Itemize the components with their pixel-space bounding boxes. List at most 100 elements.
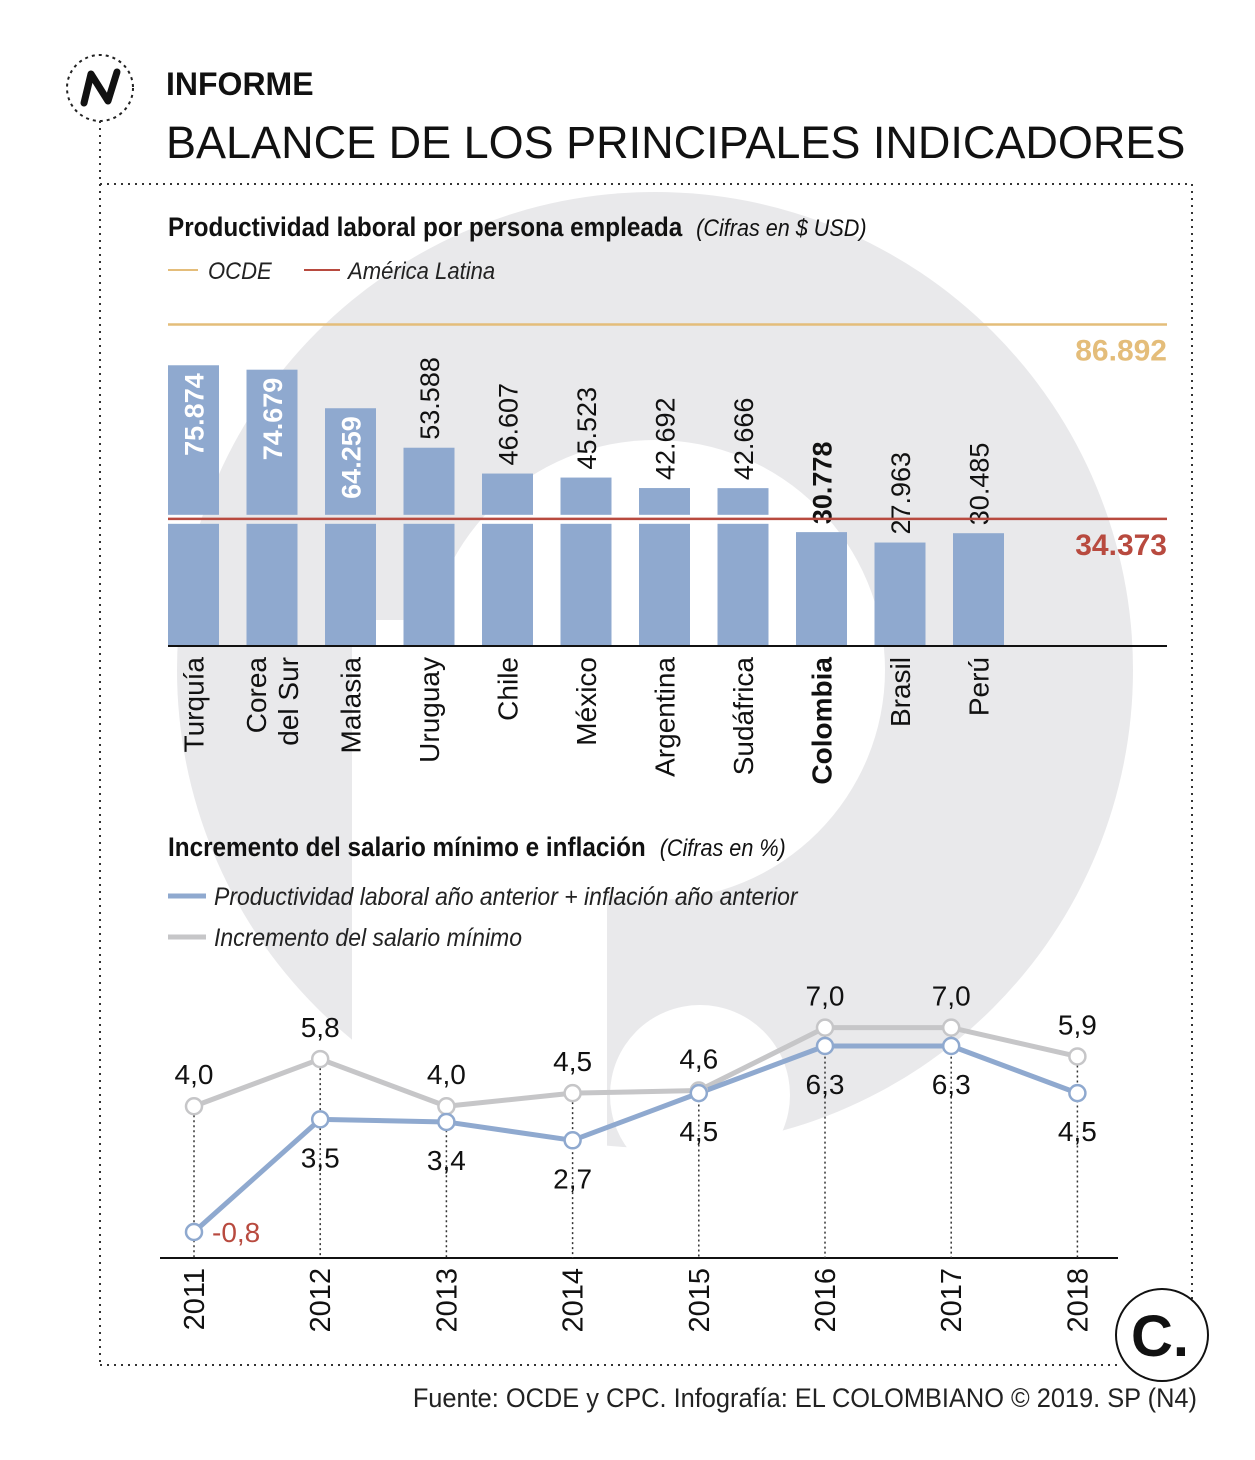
bar-5-lower (560, 523, 612, 646)
productivity-label-2014: 2,7 (553, 1163, 592, 1194)
bar-0-upper (168, 365, 219, 515)
el-colombiano-logo (1115, 1288, 1209, 1382)
bar-chart-title: Productividad laboral por persona emplea… (168, 213, 683, 242)
bar-value-label-6: 42.692 (651, 397, 681, 480)
source-note: Fuente: OCDE y CPC. Infografía: EL COLOM… (413, 1382, 1197, 1413)
year-label-2016: 2016 (810, 1268, 842, 1333)
line-chart-title: Incremento del salario mínimo e inflació… (168, 833, 646, 862)
productivity-point-2011 (184, 1222, 204, 1242)
category-label-0: Turquía (179, 657, 210, 753)
series-productivity-line (192, 1043, 1079, 1234)
productivity-point-2013 (437, 1112, 456, 1132)
bar-1-lower (246, 523, 298, 646)
svg-text:Productividad laboral por pers: Productividad laboral por persona emplea… (168, 213, 867, 242)
category-label-3: Uruguay (414, 657, 445, 763)
category-label-10: Perú (964, 657, 995, 716)
logo-letter: C. (1131, 1304, 1189, 1369)
bar-chart-subtitle: (Cifras en $ USD) (696, 214, 866, 241)
minwage-point-2012 (310, 1049, 330, 1069)
legend-productivity-label: Productividad laboral año anterior + inf… (214, 883, 799, 911)
productivity-label-2011: -0,8 (212, 1217, 260, 1248)
year-label-2015: 2015 (684, 1268, 716, 1333)
category-label-1-0: Corea (241, 657, 272, 734)
productivity-point-2012 (310, 1110, 330, 1129)
bar-value-label-7: 42.666 (729, 398, 759, 481)
bar-2-upper (325, 408, 376, 515)
legend-ocde-label: OCDE (208, 257, 272, 284)
productivity-point-2014 (563, 1131, 582, 1150)
year-label-2013: 2013 (431, 1268, 463, 1333)
category-label-7: Sudáfrica (728, 657, 759, 776)
productivity-point-2016 (815, 1036, 835, 1056)
year-label-2011: 2011 (179, 1268, 211, 1330)
section-label: INFORME (166, 66, 314, 102)
bar-1-upper (246, 369, 298, 515)
bar-0-lower (168, 523, 219, 646)
bar-3-lower (403, 523, 455, 646)
bar-chart-header: Productividad laboral por persona emplea… (168, 213, 867, 284)
productivity-label-2016: 6,3 (806, 1069, 845, 1100)
productivity-label-2018: 4,5 (1058, 1116, 1097, 1147)
watermark-logo (177, 192, 1133, 1185)
category-label-1-1: del Sur (273, 657, 304, 746)
minwage-point-2017 (941, 1018, 961, 1037)
legend-minwage-label: Incremento del salario mínimo (214, 924, 522, 952)
bar-value-label-2: 64.259 (337, 416, 367, 499)
category-label-9: Brasil (885, 657, 916, 727)
minwage-label-2018: 5,9 (1058, 1009, 1097, 1040)
bar-value-label-5: 45.523 (572, 387, 602, 470)
footer: C. Fuente: OCDE y CPC. Infografía: EL CO… (413, 1288, 1209, 1413)
line-chart: 4,0 5,8 4,0 4,5 4,6 7,0 7,0 5,9 -0,8 3,5 3,4 2,7 4,5… (160, 981, 1118, 1333)
bar-value-label-0: 75.874 (180, 373, 210, 456)
productivity-label-2012: 3,5 (301, 1142, 340, 1173)
minwage-label-2016: 7,0 (806, 981, 845, 1012)
minwage-label-2013: 4,0 (427, 1059, 466, 1090)
minwage-point-2018 (1068, 1047, 1087, 1066)
header: INFORME BALANCE DE LOS PRINCIPALES INDIC… (66, 54, 1185, 184)
svg-text:Incremento del salario mínimo: Incremento del salario mínimo e inflació… (168, 833, 786, 862)
minwage-point-2014 (563, 1083, 582, 1103)
category-label-5: México (571, 657, 602, 746)
bar-6-lower (639, 523, 690, 646)
line-chart-header: Incremento del salario mínimo e inflació… (168, 833, 799, 952)
trend-icon (80, 68, 121, 107)
bar-4-upper (482, 473, 533, 515)
minwage-label-2011: 4,0 (175, 1059, 214, 1090)
ocde-value-label: 86.892 (1075, 334, 1167, 367)
minwage-point-2013 (437, 1096, 456, 1116)
bar-value-label-10: 30.485 (965, 443, 995, 526)
series-minwage-line (193, 1025, 1078, 1109)
bar-6-upper (639, 488, 690, 515)
bar-7-lower (717, 523, 769, 646)
bar-value-label-3: 53.588 (415, 357, 445, 440)
bar-7-upper (717, 488, 769, 515)
legend-latam-label: América Latina (346, 257, 495, 284)
minwage-point-2011 (184, 1096, 204, 1116)
bar-8 (796, 532, 847, 646)
productivity-point-2017 (941, 1036, 961, 1056)
year-label-2014: 2014 (558, 1268, 590, 1333)
year-label-2017: 2017 (936, 1268, 968, 1333)
bar-value-label-9: 27.963 (886, 452, 916, 535)
category-label-6: Argentina (650, 657, 681, 777)
category-label-2: Malasia (336, 657, 367, 754)
bar-value-label-4: 46.607 (494, 383, 524, 466)
productivity-label-2017: 6,3 (932, 1069, 971, 1100)
category-label-8: Colombia (807, 657, 838, 785)
page-title: BALANCE DE LOS PRINCIPALES INDICADORES (166, 117, 1185, 168)
minwage-label-2017: 7,0 (932, 981, 971, 1012)
year-label-2018: 2018 (1062, 1268, 1094, 1333)
minwage-label-2015: 4,6 (679, 1044, 718, 1075)
bar-10 (953, 533, 1004, 646)
line-chart-subtitle: (Cifras en %) (660, 834, 786, 861)
bar-5-upper (560, 477, 612, 515)
productivity-point-2015 (689, 1083, 709, 1103)
bar-2-lower (325, 523, 376, 646)
minwage-label-2012: 5,8 (301, 1012, 340, 1043)
minwage-point-2016 (815, 1018, 835, 1037)
year-label-2012: 2012 (305, 1268, 337, 1333)
latam-value-label: 34.373 (1075, 529, 1167, 562)
bar-3-upper (403, 447, 455, 515)
bar-value-label-8: 30.778 (808, 442, 838, 525)
